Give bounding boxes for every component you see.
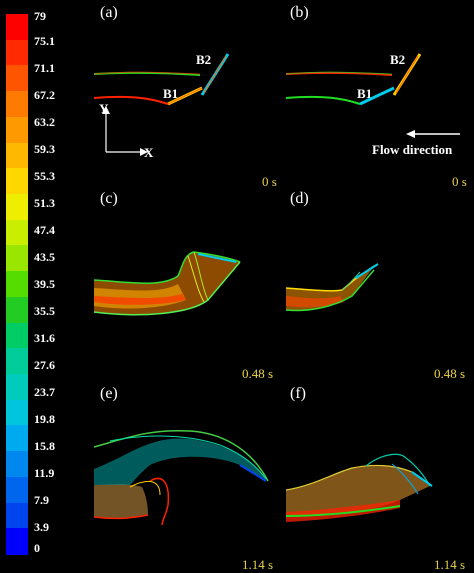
panel-e-time: 1.14 s [242,557,274,572]
colorbar-segment [6,296,28,324]
colorbar-tick-label: 19.8 [34,412,55,426]
colorbar-segment [6,374,28,401]
colorbar-tick-label: 59.3 [34,142,55,156]
panel-e-plot [93,429,269,526]
panel-d-time: 0.48 s [434,366,466,381]
colorbar-tick-label: 63.2 [34,115,55,129]
colorbar-tick-label: 0 [34,541,40,555]
colorbar-segment [6,502,28,530]
colorbar-segment [6,425,28,453]
colorbar-tick-label: 71.1 [34,61,55,75]
colorbar-tick-label: 75.1 [34,34,55,48]
colorbar-segment [6,142,28,170]
colorbar-tick-label: 51.3 [34,196,55,210]
colorbar-segment [6,271,28,298]
panel-e-label: (e) [100,385,118,402]
colorbar-tick-label: 15.8 [34,439,55,453]
colorbar-segment [6,451,28,478]
colorbar-tick-label: 27.6 [34,358,55,372]
colorbar-segment [6,399,28,427]
panel-b-label: (b) [290,4,309,21]
colorbar-segment [6,194,28,221]
colorbar-segment [6,14,28,41]
panel-f-plot [285,453,433,522]
panel-c-label: (c) [100,190,118,207]
boundary-b2-label-b: B2 [390,52,406,67]
colorbar [6,14,28,555]
panel-a-time: 0 s [262,174,277,189]
boundary-b2-label-a: B2 [196,52,212,67]
colorbar-tick-label: 31.6 [34,331,55,345]
colorbar-tick-label: 7.9 [34,493,49,507]
colorbar-tick-label: 39.5 [34,277,55,291]
flow-direction-label: Flow direction [372,142,453,157]
colorbar-segment [6,322,28,350]
colorbar-segment [6,219,28,247]
colorbar-segment [6,116,28,144]
colorbar-segment [6,528,28,555]
colorbar-tick-label: 79 [34,9,46,23]
colorbar-segment [6,348,28,375]
colorbar-segment [6,168,28,195]
axis-arrows [102,106,148,156]
colorbar-tick-label: 35.5 [34,304,55,318]
panel-f-label: (f) [290,385,306,402]
panel-c-time: 0.48 s [242,366,274,381]
panel-b-plot [285,53,422,106]
colorbar-segment [6,245,28,273]
colorbar-segment [6,65,28,93]
panel-c-plot [93,251,241,316]
boundary-b1-label-b: B1 [357,86,373,101]
panel-f-time: 1.14 s [434,557,466,572]
colorbar-segment [6,476,28,504]
axis-y-label: Y [99,101,109,116]
colorbar-tick-label: 55.3 [34,169,55,183]
axis-x-label: X [144,145,154,160]
panel-a-label: (a) [100,4,118,21]
colorbar-tick-label: 43.5 [34,250,55,264]
colorbar-segment [6,39,28,67]
boundary-b1-label-a: B1 [163,86,179,101]
flow-direction-arrow [406,130,460,138]
colorbar-tick-label: 11.9 [34,466,55,480]
colorbar-tick-label: 47.4 [34,223,55,237]
colorbar-tick-label: 3.9 [34,520,49,534]
panel-a-plot [93,53,230,106]
panel-d-plot [285,263,379,312]
panel-b-time: 0 s [452,174,467,189]
colorbar-tick-label: 67.2 [34,88,55,102]
panel-d-label: (d) [290,190,309,207]
colorbar-tick-label: 23.7 [34,385,55,399]
colorbar-segment [6,91,28,118]
